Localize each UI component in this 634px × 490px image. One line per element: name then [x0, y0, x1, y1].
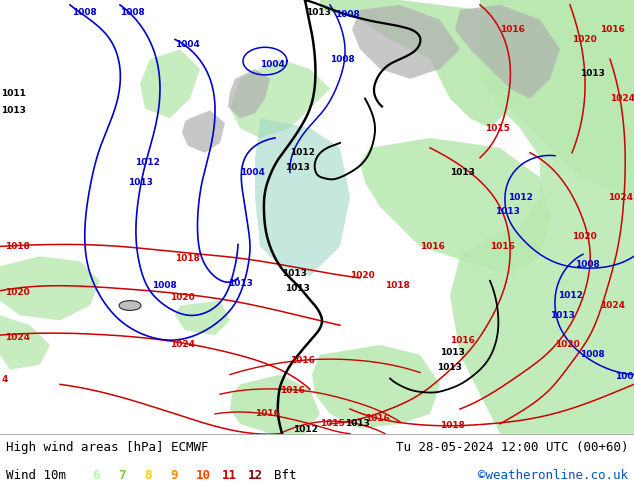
Text: 1024: 1024	[600, 301, 625, 310]
Text: 1016: 1016	[255, 410, 280, 418]
Text: 1013: 1013	[285, 284, 310, 294]
Text: 1016: 1016	[450, 336, 475, 344]
Text: 1011: 1011	[1, 89, 26, 98]
Text: 1013: 1013	[1, 106, 26, 115]
Text: 1005: 1005	[615, 372, 634, 381]
Polygon shape	[360, 138, 550, 276]
Text: 1013: 1013	[128, 178, 153, 187]
Text: 1013: 1013	[306, 8, 331, 17]
Text: 4: 4	[2, 375, 8, 384]
Text: 6: 6	[92, 469, 100, 483]
Text: 1008: 1008	[152, 281, 177, 290]
Text: 1016: 1016	[420, 242, 445, 251]
Text: 1020: 1020	[170, 293, 195, 302]
Text: 1020: 1020	[555, 341, 579, 349]
Text: 1013: 1013	[495, 207, 520, 217]
Text: 1008: 1008	[575, 260, 600, 269]
Text: 1008: 1008	[72, 8, 97, 17]
Ellipse shape	[119, 300, 141, 311]
Text: Bft: Bft	[274, 469, 297, 483]
Text: 1018: 1018	[5, 242, 30, 251]
Polygon shape	[450, 0, 634, 434]
Text: ©weatheronline.co.uk: ©weatheronline.co.uk	[478, 469, 628, 483]
Text: 7: 7	[118, 469, 126, 483]
Text: 1016: 1016	[600, 25, 625, 34]
Text: 1013: 1013	[440, 348, 465, 357]
Polygon shape	[175, 300, 230, 335]
Text: 1015: 1015	[320, 419, 345, 428]
Text: 1004: 1004	[260, 60, 285, 69]
Text: 1016: 1016	[490, 242, 515, 251]
Text: 1012: 1012	[558, 291, 583, 300]
Polygon shape	[228, 69, 270, 118]
Text: 1016: 1016	[365, 415, 390, 423]
Text: 1018: 1018	[385, 281, 410, 290]
Text: 1016: 1016	[290, 356, 315, 365]
Text: 1020: 1020	[350, 271, 375, 280]
Text: 1013: 1013	[450, 168, 475, 177]
Text: 1004: 1004	[240, 168, 265, 177]
Text: Tu 28-05-2024 12:00 UTC (00+60): Tu 28-05-2024 12:00 UTC (00+60)	[396, 441, 628, 454]
Text: 12: 12	[248, 469, 263, 483]
Text: 1020: 1020	[5, 288, 30, 297]
Text: 1013: 1013	[550, 311, 575, 320]
Text: 1008: 1008	[580, 350, 605, 359]
Text: 9: 9	[170, 469, 178, 483]
Text: 1004: 1004	[175, 40, 200, 49]
Text: 1024: 1024	[608, 193, 633, 201]
Polygon shape	[182, 110, 225, 153]
Text: 1016: 1016	[500, 25, 525, 34]
Text: 1016: 1016	[280, 386, 305, 395]
Polygon shape	[455, 5, 560, 98]
Polygon shape	[320, 0, 540, 128]
Text: Wind 10m: Wind 10m	[6, 469, 66, 483]
Polygon shape	[140, 49, 200, 118]
Polygon shape	[352, 5, 460, 79]
Polygon shape	[0, 256, 100, 320]
Text: 1013: 1013	[345, 419, 370, 428]
Polygon shape	[0, 316, 50, 369]
Text: 1012: 1012	[290, 148, 315, 157]
Text: 10: 10	[196, 469, 211, 483]
Text: 1024: 1024	[610, 94, 634, 103]
Text: 1018: 1018	[175, 254, 200, 263]
Polygon shape	[312, 345, 440, 429]
Text: 1013: 1013	[282, 270, 307, 278]
Text: 1020: 1020	[572, 35, 597, 44]
Polygon shape	[230, 374, 320, 434]
Text: 1008: 1008	[120, 8, 145, 17]
Text: 1018: 1018	[440, 421, 465, 430]
Text: 1008: 1008	[330, 54, 355, 64]
Text: High wind areas [hPa] ECMWF: High wind areas [hPa] ECMWF	[6, 441, 209, 454]
Text: 11: 11	[222, 469, 237, 483]
Text: 8: 8	[144, 469, 152, 483]
Text: 1013: 1013	[228, 279, 253, 288]
Text: 1015: 1015	[485, 123, 510, 133]
Polygon shape	[480, 0, 634, 197]
Text: 1024: 1024	[170, 341, 195, 349]
Polygon shape	[230, 59, 330, 138]
Text: 1012: 1012	[292, 425, 318, 434]
Text: 1008: 1008	[335, 10, 359, 19]
Text: 1013: 1013	[580, 70, 605, 78]
Text: 1013: 1013	[437, 363, 462, 372]
Polygon shape	[255, 118, 350, 276]
Text: 1020: 1020	[572, 232, 597, 241]
Text: 1024: 1024	[5, 333, 30, 342]
Text: 1013: 1013	[285, 163, 310, 172]
Text: 1012: 1012	[508, 193, 533, 201]
Text: 1012: 1012	[135, 158, 160, 167]
